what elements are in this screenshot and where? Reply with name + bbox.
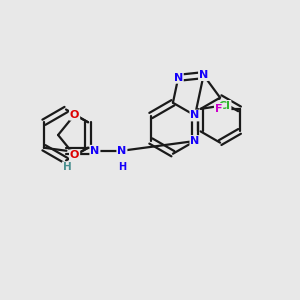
Text: N: N [174, 73, 183, 83]
Text: N: N [190, 136, 200, 146]
Text: Cl: Cl [219, 101, 230, 111]
Text: N: N [90, 146, 100, 156]
Text: H: H [118, 162, 126, 172]
Text: F: F [215, 104, 222, 114]
Text: N: N [199, 70, 208, 80]
Text: N: N [190, 110, 200, 121]
Text: H: H [63, 162, 71, 172]
Text: N: N [117, 146, 127, 156]
Text: O: O [70, 110, 79, 120]
Text: O: O [70, 150, 79, 160]
